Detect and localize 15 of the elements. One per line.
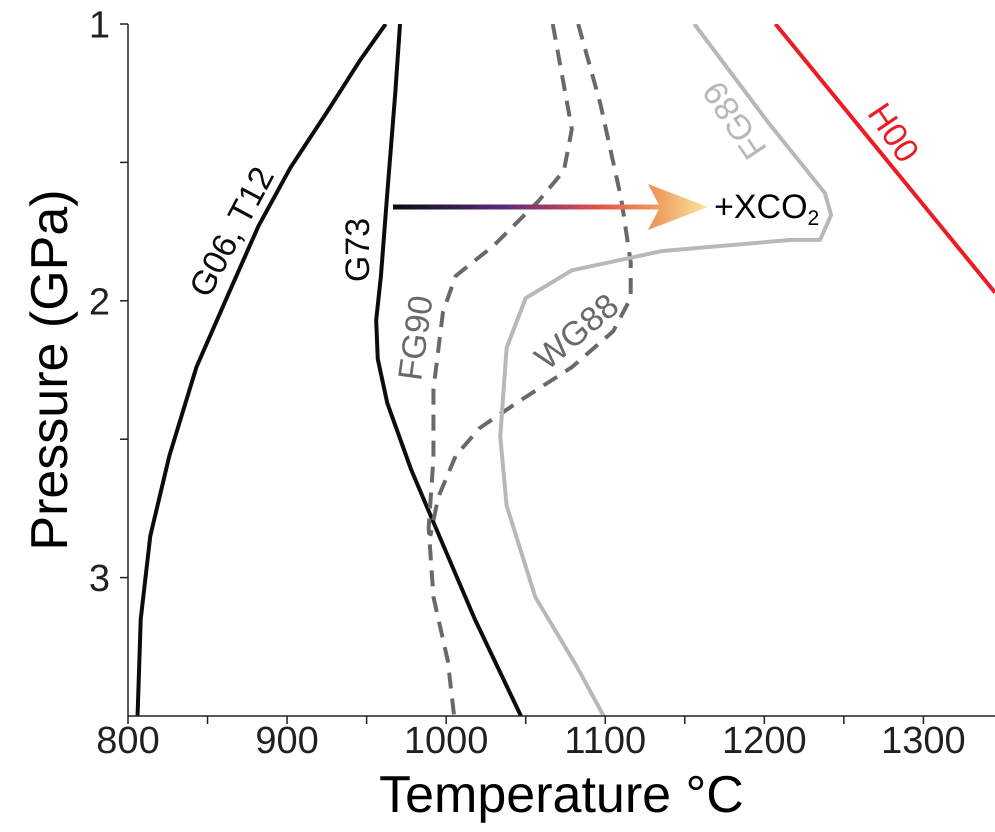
y-axis-title: Pressure (GPa) (21, 189, 79, 551)
x-tick-label: 800 (96, 720, 160, 762)
x-tick-label: 900 (255, 720, 319, 762)
x-tick-label: 1200 (722, 720, 807, 762)
y-tick-label: 2 (88, 281, 110, 324)
text: G06, T12 (182, 160, 282, 304)
x-axis-title: Temperature °C (379, 766, 744, 824)
x-tick-label: 1100 (564, 720, 646, 762)
text: G73 (339, 218, 377, 282)
text: FG90 (391, 293, 441, 383)
y-tick-label: 1 (88, 4, 110, 46)
x-tick-label: 1300 (881, 720, 966, 762)
y-tick-label: 3 (88, 558, 110, 600)
annotation: +XCO$_{2}$ (714, 188, 820, 230)
x-tick-label: 1000 (404, 720, 488, 762)
